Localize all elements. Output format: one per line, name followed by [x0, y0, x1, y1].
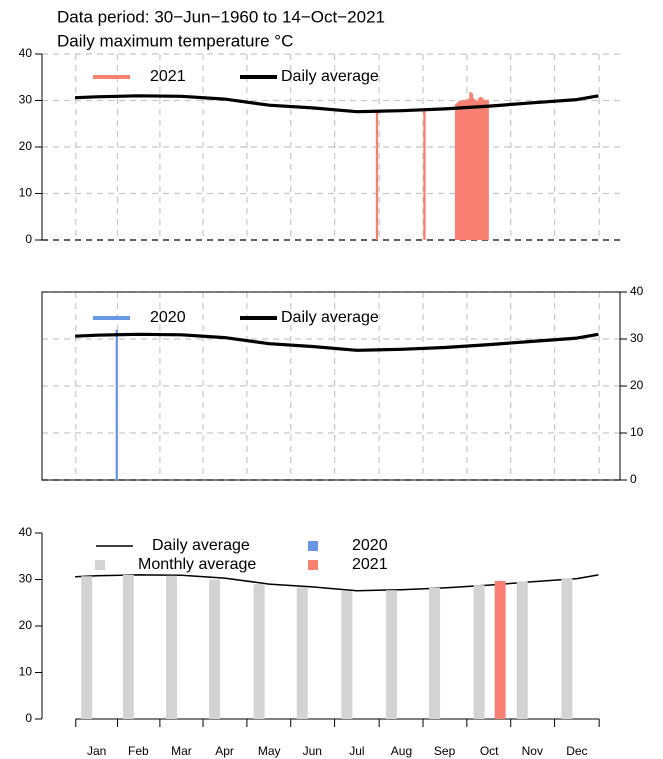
y-tick-label: 40 [19, 525, 33, 539]
bar [480, 97, 484, 241]
bar [375, 110, 379, 240]
y-tick-label: 10 [630, 425, 644, 439]
bar [341, 591, 353, 719]
chart-title: Data period: 30−Jun−1960 to 14−Oct−2021 [57, 7, 385, 26]
bar [454, 104, 458, 240]
bar [470, 93, 474, 241]
y-tick-label: 20 [19, 618, 33, 632]
bar [462, 100, 465, 240]
bar [165, 575, 177, 719]
y-tick-label: 0 [25, 232, 32, 246]
x-tick-label: Jul [349, 744, 364, 758]
x-tick-label: Nov [522, 744, 543, 758]
bar [472, 98, 475, 240]
bar [465, 99, 468, 240]
x-tick-label: Feb [128, 744, 149, 758]
legend-label: Monthly average [138, 556, 256, 573]
bar [459, 100, 462, 240]
legend-label: Daily average [281, 309, 379, 326]
bar [516, 581, 528, 719]
x-tick-label: Jan [87, 744, 106, 758]
legend-label: 2020 [352, 537, 388, 554]
y-tick-label: 40 [19, 46, 33, 60]
legend-label: Daily average [281, 68, 379, 85]
y-tick-label: 30 [19, 93, 33, 107]
y-tick-label: 30 [19, 572, 33, 586]
bar [469, 92, 472, 240]
bar [476, 101, 479, 241]
y-tick-label: 20 [630, 378, 644, 392]
bar [483, 100, 486, 240]
bar [475, 100, 478, 240]
bar [296, 587, 308, 719]
line [75, 332, 599, 352]
bar [253, 584, 265, 719]
legend-label: 2021 [150, 68, 186, 85]
bar [473, 99, 476, 240]
x-tick-label: May [258, 744, 281, 758]
x-tick-label: Dec [566, 744, 587, 758]
bar [429, 587, 441, 719]
bar [466, 100, 469, 240]
legend-swatch [308, 560, 318, 570]
bar [456, 102, 459, 240]
y-tick-label: 10 [19, 665, 33, 679]
bar [457, 101, 461, 241]
legend-swatch [308, 541, 318, 551]
chart-subtitle: Daily maximum temperature °C [57, 31, 293, 50]
x-tick-label: Mar [171, 744, 192, 758]
x-tick-label: Apr [215, 744, 234, 758]
legend-swatch [95, 560, 105, 570]
bar [561, 578, 573, 719]
y-tick-label: 20 [19, 139, 33, 153]
x-tick-label: Oct [480, 744, 499, 758]
bar [485, 100, 488, 240]
bar [423, 110, 426, 240]
x-tick-label: Sep [434, 744, 456, 758]
y-tick-label: 10 [19, 186, 33, 200]
legend-label: Daily average [152, 537, 250, 554]
bar [81, 576, 93, 719]
y-tick-label: 0 [25, 711, 32, 725]
bar [479, 96, 482, 240]
bar [122, 574, 134, 719]
y-tick-label: 30 [630, 331, 644, 345]
bar [463, 100, 466, 240]
x-tick-label: Aug [391, 744, 412, 758]
bar [460, 101, 463, 241]
bar [494, 580, 506, 719]
bar [477, 98, 481, 240]
y-tick-label: 0 [630, 472, 637, 486]
legend-label: 2020 [150, 309, 186, 326]
bar [115, 329, 118, 480]
x-tick-label: Jun [303, 744, 322, 758]
bar [467, 98, 471, 240]
bar [209, 579, 221, 719]
line [75, 94, 599, 114]
bar [486, 99, 489, 240]
bar [385, 590, 397, 719]
bar [473, 585, 485, 719]
legend-label: 2021 [352, 556, 388, 573]
bar [482, 99, 485, 240]
y-tick-label: 40 [630, 284, 644, 298]
